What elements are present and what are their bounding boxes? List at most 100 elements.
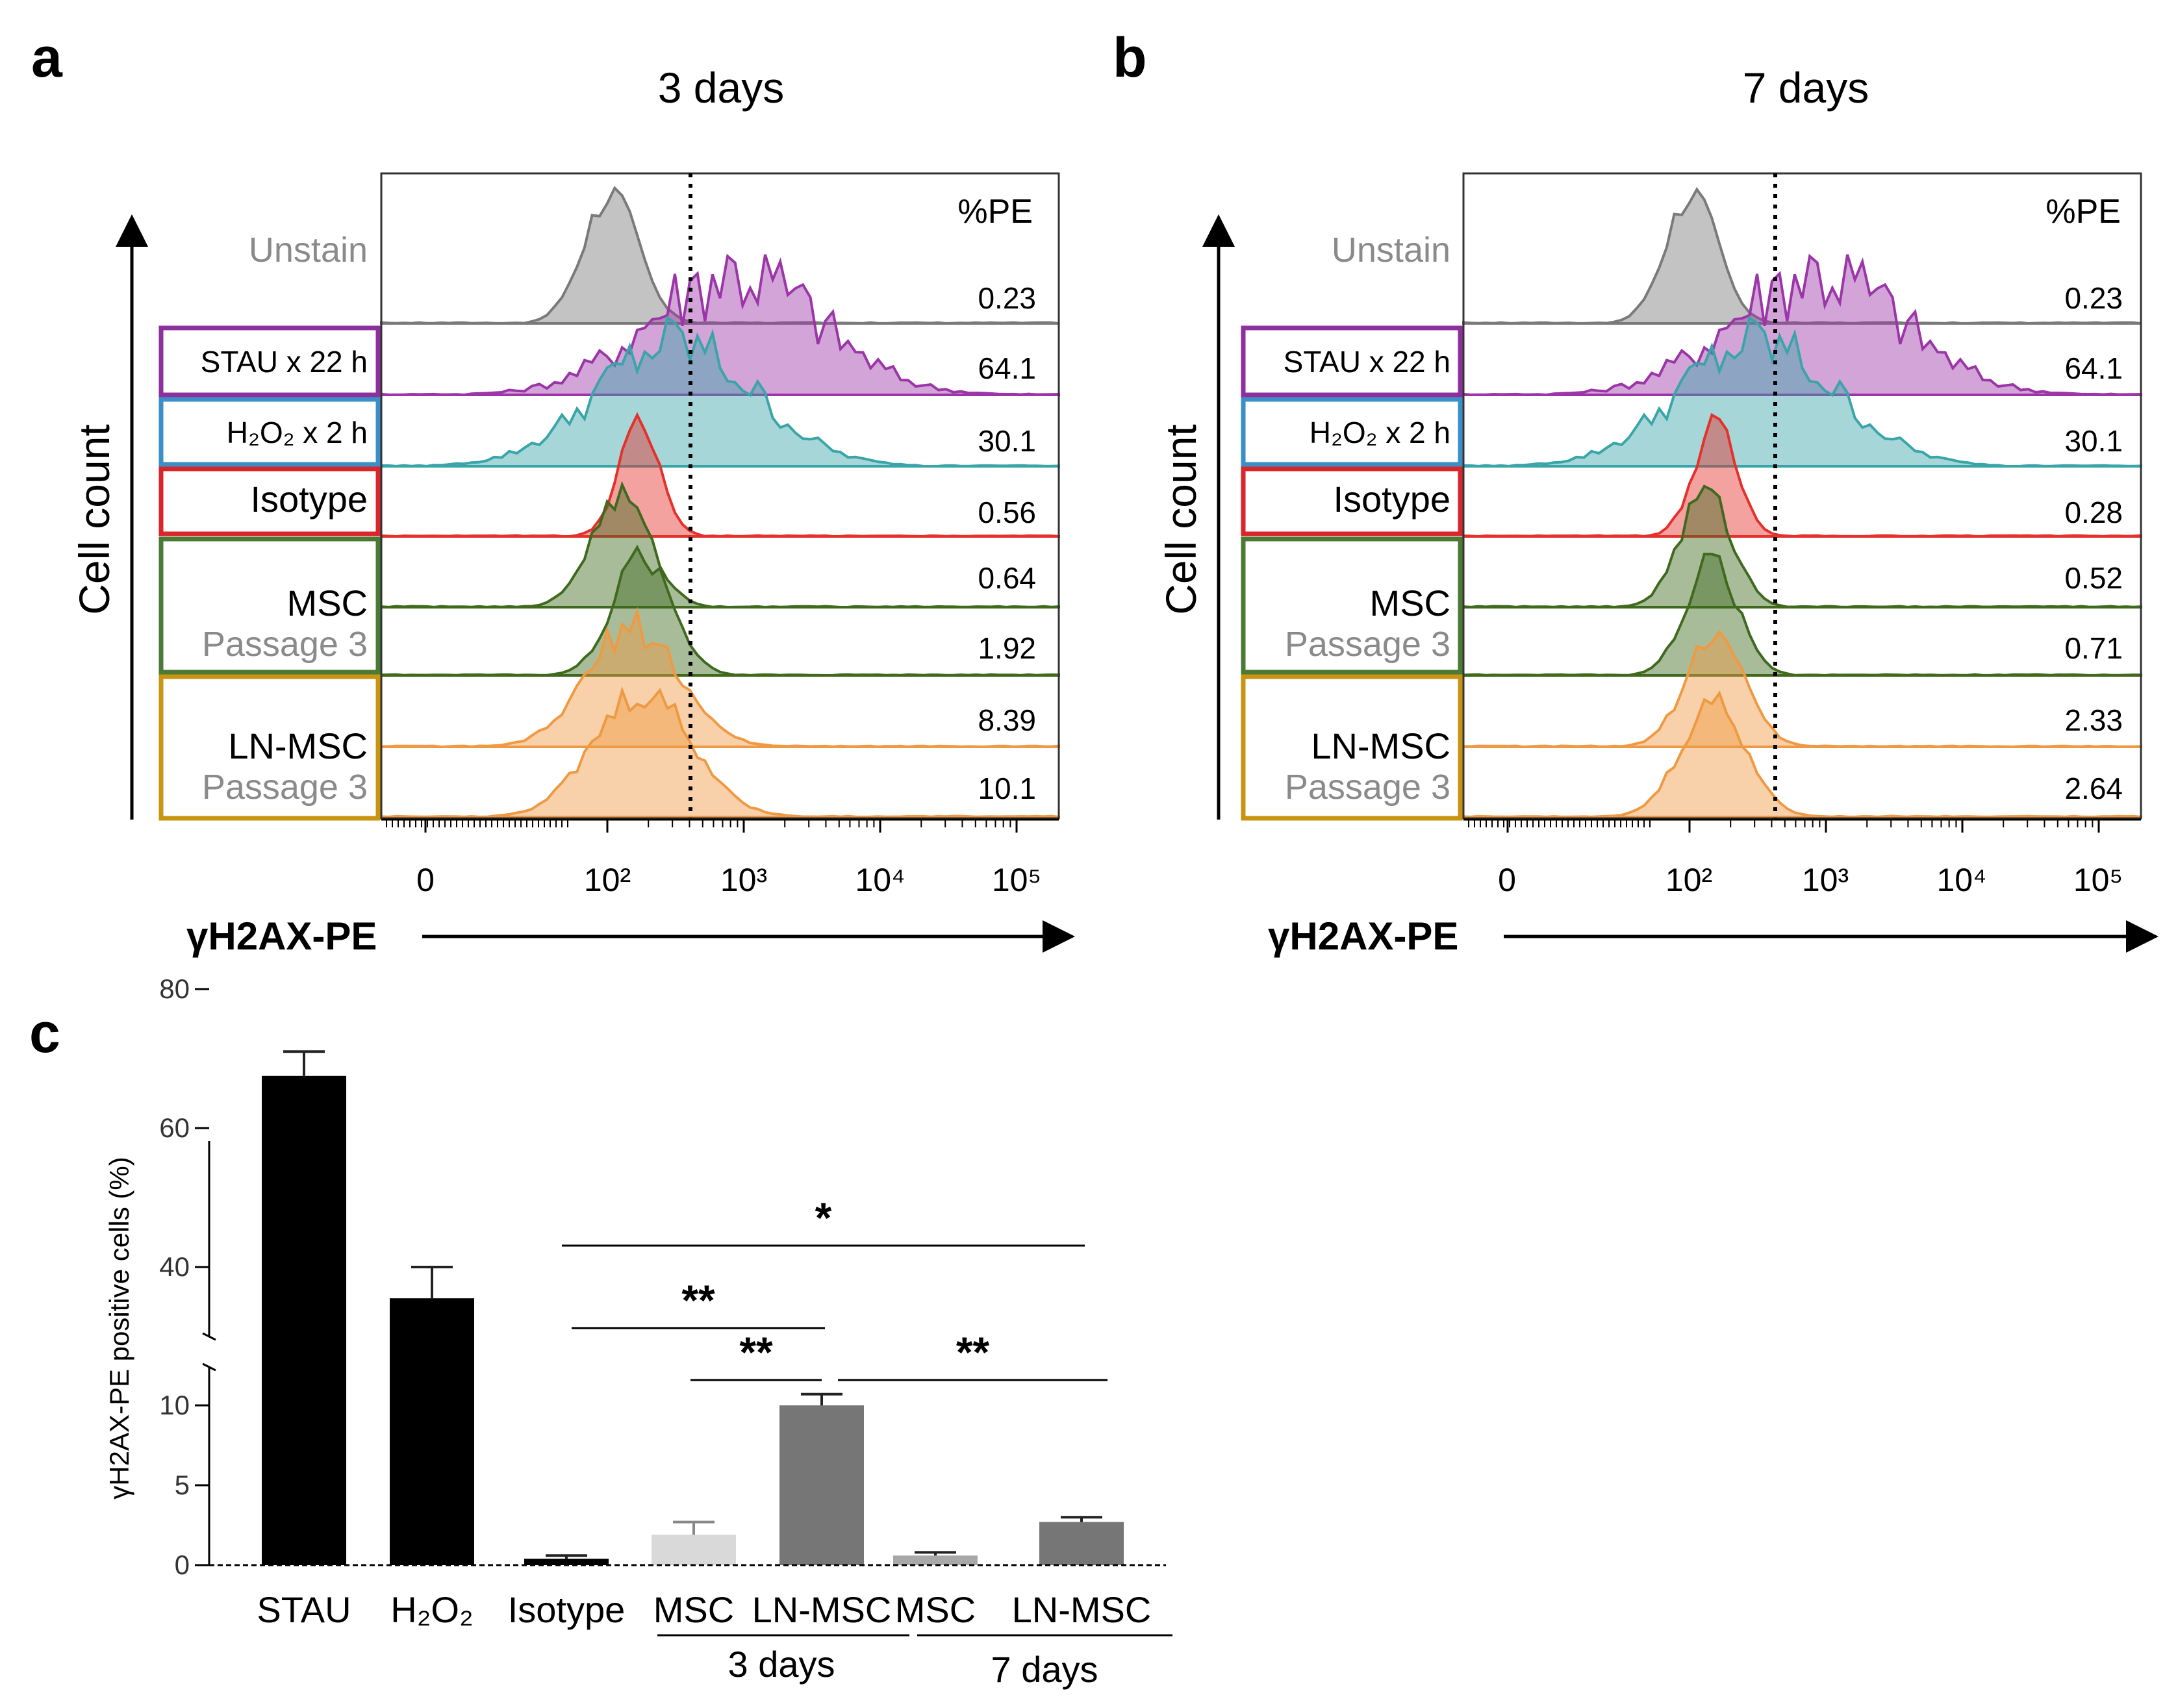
row-box-a-isotype (158, 466, 381, 536)
category-label-1: H₂O₂ (390, 1589, 473, 1630)
bar-y-tick-10: 10 (159, 1390, 190, 1420)
category-label-2: Isotype (508, 1589, 626, 1630)
row-label-b-msc: MSC (1370, 583, 1450, 623)
histogram-trace-stau (1462, 253, 2142, 397)
significance-mark-2: ** (739, 1328, 773, 1376)
bar-4 (779, 1405, 864, 1565)
category-label-6: LN-MSC (1012, 1589, 1152, 1630)
histogram-traces-a (380, 186, 1060, 818)
pe-value-a-msc-1: 0.64 (978, 561, 1036, 595)
pe-value-b-msc-1: 0.52 (2064, 561, 2123, 595)
row-sublabel-a-msc: Passage 3 (202, 625, 368, 664)
histogram-trace-msc2 (1462, 553, 2142, 677)
row-box-b-isotype (1241, 466, 1463, 536)
bar-6 (1039, 1522, 1124, 1565)
histogram-trace-msc2 (380, 544, 1060, 677)
bar-category-labels: STAU H₂O₂ Isotype MSC LN-MSC MSC LN-MSC (257, 1589, 1151, 1630)
pe-value-b-unstain: 0.23 (2064, 281, 2123, 315)
histogram-trace-lnmsc2 (1462, 690, 2142, 818)
histogram-trace-h2o2 (380, 315, 1060, 468)
histogram-trace-lnmsc (380, 607, 1060, 749)
x-tick-a-0: 0 (416, 862, 435, 898)
histogram-frame-b (1462, 172, 2142, 820)
category-label-0: STAU (257, 1589, 351, 1630)
significance-brackets: ***** ** (562, 1194, 1108, 1381)
x-axis-label-b: γH2AX-PE (1268, 914, 1458, 958)
x-tick-b-4: 10⁵ (2073, 862, 2123, 898)
row-sublabel-b-lnmsc: Passage 3 (1285, 768, 1450, 807)
pe-value-a-h2o2: 30.1 (978, 424, 1036, 458)
histogram-trace-isotype (380, 412, 1060, 538)
bar-y-tick-0: 0 (175, 1550, 190, 1580)
histogram-trace-stau (380, 253, 1060, 397)
panel-label-b: b (1113, 27, 1147, 89)
row-box-b-h2o2 (1241, 397, 1463, 467)
bar-y-tick-60: 60 (159, 1112, 190, 1143)
bar-1 (390, 1298, 474, 1565)
category-label-3: MSC (653, 1589, 734, 1630)
row-box-a-stau (158, 325, 381, 397)
pe-header-a: %PE (957, 193, 1033, 231)
row-label-a-h2o2: H₂O₂ x 2 h (227, 416, 368, 449)
row-box-a-msc (158, 536, 381, 675)
row-label-a-lnmsc: LN-MSC (228, 725, 368, 766)
bar-y-axis: 0 5 10 40 60 80 (159, 973, 1166, 1580)
pe-value-b-isotype: 0.28 (2064, 496, 2123, 529)
histogram-trace-msc (1462, 484, 2142, 609)
y-axis-label-b: Cell count (1157, 424, 1205, 615)
x-tick-a-2: 10³ (720, 862, 767, 898)
bar-y-tick-5: 5 (175, 1470, 190, 1500)
histogram-trace-lnmsc (1462, 629, 2142, 749)
row-box-a-lnmsc (158, 674, 381, 821)
pe-value-a-msc-2: 1.92 (978, 631, 1036, 665)
panel-b-title: 7 days (1743, 64, 1869, 112)
pe-value-a-lnmsc-1: 8.39 (978, 703, 1036, 737)
group-label-7-days: 7 days (991, 1649, 1098, 1690)
histogram-trace-lnmsc2 (380, 686, 1060, 818)
pe-value-b-h2o2: 30.1 (2064, 424, 2123, 458)
pe-value-a-stau: 64.1 (978, 351, 1036, 385)
row-box-a-h2o2 (158, 397, 381, 467)
bar-3 (652, 1535, 736, 1565)
x-tick-b-3: 10⁴ (1936, 862, 1986, 898)
histogram-frame-a (380, 172, 1060, 820)
bar-chart: γH2AX-PE positive cells (%) 0 5 10 40 60 80 *… (104, 973, 1172, 1690)
histogram-traces-b (1462, 186, 2142, 818)
x-tick-b-0: 0 (1498, 862, 1516, 898)
pe-value-a-unstain: 0.23 (978, 281, 1036, 315)
bar-y-tick-40: 40 (159, 1251, 190, 1282)
row-label-a-isotype: Isotype (250, 479, 368, 520)
x-tick-a-3: 10⁴ (855, 862, 905, 898)
row-box-b-stau (1241, 325, 1463, 397)
panel-a-title: 3 days (658, 64, 784, 112)
bar-0 (262, 1075, 346, 1565)
histogram-panel-b: 7 days %PE 0.23 64.1 30.1 0.28 0.52 0.71… (1157, 64, 2159, 958)
panel-label-a: a (31, 27, 63, 89)
row-sublabel-a-lnmsc: Passage 3 (202, 768, 368, 807)
pe-value-b-msc-2: 0.71 (2064, 631, 2123, 665)
pe-header-b: %PE (2045, 193, 2121, 231)
bar-series (262, 1050, 1124, 1565)
row-label-b-stau: STAU x 22 h (1284, 345, 1450, 379)
row-label-a-msc: MSC (287, 583, 368, 623)
significance-mark-3: ** (956, 1328, 990, 1376)
row-box-b-msc (1241, 536, 1463, 675)
x-tick-a-1: 10² (584, 862, 631, 898)
row-label-b-unstain: Unstain (1332, 231, 1450, 270)
row-label-b-isotype: Isotype (1333, 479, 1450, 520)
row-label-b-h2o2: H₂O₂ x 2 h (1310, 416, 1450, 449)
significance-mark-0: * (815, 1194, 832, 1242)
significance-mark-1: ** (681, 1276, 715, 1324)
row-label-a-unstain: Unstain (249, 231, 368, 270)
bar-y-tick-80: 80 (159, 973, 190, 1004)
row-label-a-stau: STAU x 22 h (201, 345, 368, 379)
row-box-b-lnmsc (1241, 674, 1463, 821)
histogram-trace-unstain (380, 186, 1059, 325)
row-sublabel-b-msc: Passage 3 (1285, 625, 1450, 664)
histogram-x-axis-b: 0 10² 10³ 10⁴ 10⁵ (1463, 818, 2141, 898)
x-tick-b-1: 10² (1665, 862, 1712, 898)
histogram-x-axis-a: 0 10² 10³ 10⁴ 10⁵ (381, 818, 1059, 898)
bar-2 (524, 1559, 609, 1565)
x-tick-a-4: 10⁵ (992, 862, 1041, 898)
